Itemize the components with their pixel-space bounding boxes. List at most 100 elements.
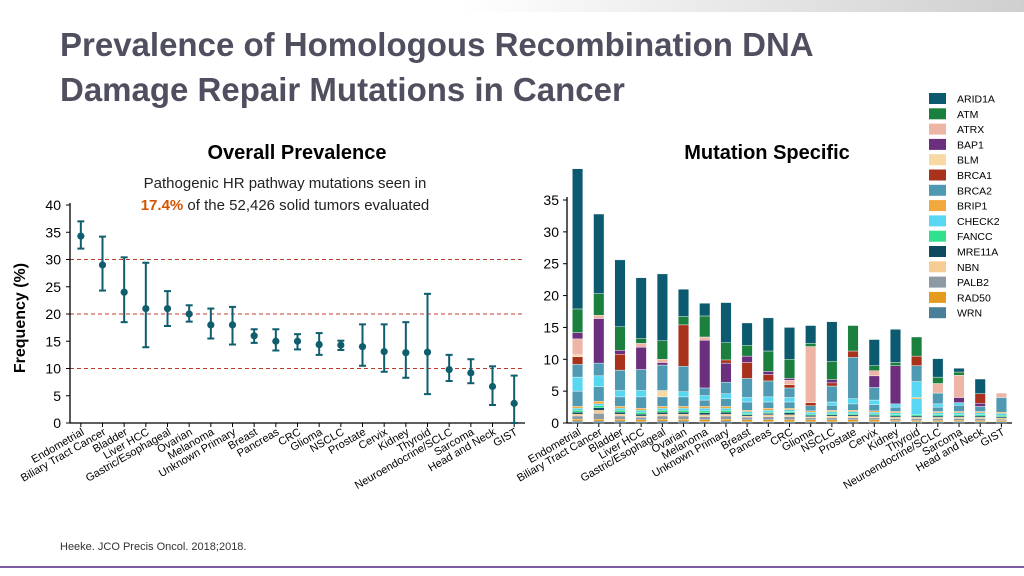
bar-segment-biliary-tract-cancer-check2 — [593, 375, 605, 387]
bar-segment-sarcoma-fancc — [953, 414, 965, 417]
bar-segment-ovarian-fancc — [678, 410, 689, 413]
bar-segment-endometrial-rad50 — [572, 419, 583, 422]
point-nsclc — [337, 341, 345, 349]
bar-segment-ovarian-nbn — [678, 413, 689, 417]
bar-segment-melanoma-atm — [699, 315, 711, 338]
bar-segment-sarcoma-atrx — [953, 375, 965, 398]
bar-segment-unknown-primary-brca1 — [720, 359, 732, 364]
point-melanoma — [207, 321, 215, 329]
point-ovarian — [185, 310, 193, 318]
point-bladder — [120, 288, 128, 296]
bar-segment-thyroid-fancc — [911, 414, 923, 417]
bar-segment-liver-hcc-bap1 — [635, 346, 647, 370]
bar-segment-sarcoma-atm — [953, 371, 965, 376]
bar-segment-crc-check2 — [784, 397, 795, 403]
bar-segment-prostate-brca2 — [847, 403, 859, 411]
bar-segment-nsclc-check2 — [826, 401, 838, 406]
bar-segment-pancreas-brca2 — [762, 380, 774, 398]
bar-segment-glioma-check2 — [805, 412, 817, 415]
bar-segment-pancreas-brip1 — [762, 408, 774, 411]
bar-segment-prostate-brca2 — [847, 357, 859, 399]
bar-segment-biliary-tract-cancer-mre11a — [593, 407, 605, 411]
bar-segment-unknown-primary-check2 — [720, 393, 732, 399]
bar-segment-gastric-esophageal-check2 — [656, 408, 668, 411]
mutation-legend: ARID1A ATM ATRX BAP1 BLM BRCA1 BRCA2 BRIP1 CHECK… — [929, 93, 1000, 320]
slide-title: Prevalence of Homologous Recombination D… — [60, 22, 920, 112]
bar-segment-melanoma-brip1 — [699, 406, 711, 409]
bar-segment-thyroid-brca1 — [911, 355, 923, 366]
mutation-x-label-gist: GIST — [979, 426, 1007, 449]
bar-segment-breast-bap1 — [741, 355, 753, 363]
bar-segment-glioma-nbn — [805, 416, 817, 419]
bar-segment-sarcoma-palb2 — [953, 418, 965, 421]
bar-segment-breast-brca2 — [741, 378, 753, 398]
bar-segment-cervix-atm — [868, 365, 880, 371]
bar-segment-bladder-atm — [614, 326, 626, 351]
bar-segment-prostate-fancc — [847, 413, 859, 415]
legend-swatch-arid1a — [929, 93, 946, 104]
bar-segment-head-and-neck-mre11a — [974, 415, 986, 418]
bar-segment-sarcoma-wrn — [953, 421, 965, 424]
bar-segment-breast-check2 — [741, 397, 753, 403]
mutation-y-tick-label: 25 — [543, 256, 559, 272]
bar-segment-breast-rad50 — [741, 419, 753, 422]
bar-segment-thyroid-rad50 — [911, 420, 923, 422]
bar-segment-prostate-rad50 — [847, 419, 859, 422]
bar-segment-biliary-tract-cancer-rad50 — [593, 419, 605, 422]
bar-segment-head-and-neck-rad50 — [974, 420, 986, 422]
bar-segment-pancreas-mre11a — [762, 413, 774, 415]
bar-segment-unknown-primary-brca2 — [720, 382, 732, 394]
point-breast — [250, 332, 258, 340]
bar-segment-crc-rad50 — [784, 419, 795, 422]
overall-subtitle-rest: of the 52,426 solid tumors evaluated — [183, 197, 429, 214]
bar-segment-melanoma-atrx — [699, 336, 711, 341]
bar-segment-endometrial-atm — [572, 308, 584, 333]
bar-segment-glioma-atrx — [805, 346, 817, 403]
bar-segment-pancreas-check2 — [762, 410, 774, 413]
bar-segment-breast-fancc — [741, 413, 753, 415]
bottom-accent-line — [0, 566, 1024, 568]
bar-segment-melanoma-brca2 — [699, 399, 711, 407]
bar-segment-gastric-esophageal-brip1 — [656, 406, 668, 409]
bar-segment-glioma-brca2 — [805, 405, 817, 412]
bar-segment-bladder-nbn — [614, 413, 626, 417]
bar-segment-gastric-esophageal-brca2 — [656, 396, 668, 407]
bar-segment-sarcoma-bap1 — [953, 397, 965, 403]
bar-segment-bladder-bap1 — [614, 350, 626, 355]
mutation-y-tick-label: 30 — [543, 224, 559, 240]
mutation-y-tick-label: 10 — [543, 351, 559, 367]
legend-swatch-bap1 — [929, 138, 946, 150]
bar-segment-pancreas-check2 — [762, 396, 774, 403]
bar-segment-breast-brca1 — [741, 362, 753, 379]
legend-swatch-atm — [929, 108, 946, 120]
bar-segment-biliary-tract-cancer-wrn — [593, 420, 605, 424]
bar-segment-sarcoma-check2 — [953, 402, 965, 406]
overall-y-tick-label: 5 — [53, 388, 61, 404]
bar-segment-melanoma-rad50 — [699, 419, 711, 422]
bar-segment-glioma-fancc — [805, 413, 817, 416]
bar-segment-kidney-check2 — [890, 403, 901, 408]
bar-segment-biliary-tract-cancer-arid1a — [593, 213, 605, 294]
bar-segment-biliary-tract-cancer-fancc — [593, 405, 605, 408]
bar-segment-head-and-neck-brca2 — [974, 406, 986, 412]
bar-segment-liver-hcc-brca2 — [635, 369, 647, 391]
legend-label-brca2: BRCA2 — [957, 185, 992, 197]
slide-title-line-1: Prevalence of Homologous Recombination D… — [60, 26, 814, 63]
mutation-y-tick-label: 35 — [543, 192, 559, 208]
overall-highlight-percent: 17.4% — [141, 197, 184, 214]
bar-segment-kidney-bap1 — [890, 365, 901, 405]
bar-segment-neuroendocrine-sclc-brca2 — [932, 406, 944, 412]
bar-segment-neuroendocrine-sclc-mre11a — [932, 415, 944, 418]
bar-segment-endometrial-brip1 — [572, 406, 583, 409]
legend-swatch-mre11a — [929, 246, 946, 257]
bar-segment-neuroendocrine-sclc-check2 — [932, 403, 944, 408]
bar-segment-ovarian-brip1 — [678, 406, 689, 409]
bar-segment-nsclc-palb2 — [826, 417, 838, 420]
bar-segment-breast-mre11a — [741, 414, 753, 417]
bar-segment-thyroid-check2 — [911, 398, 923, 415]
legend-swatch-atrx — [929, 123, 946, 135]
bar-segment-bladder-brca2 — [614, 369, 626, 391]
point-kidney — [402, 349, 410, 357]
legend-swatch-fancc — [929, 230, 946, 242]
